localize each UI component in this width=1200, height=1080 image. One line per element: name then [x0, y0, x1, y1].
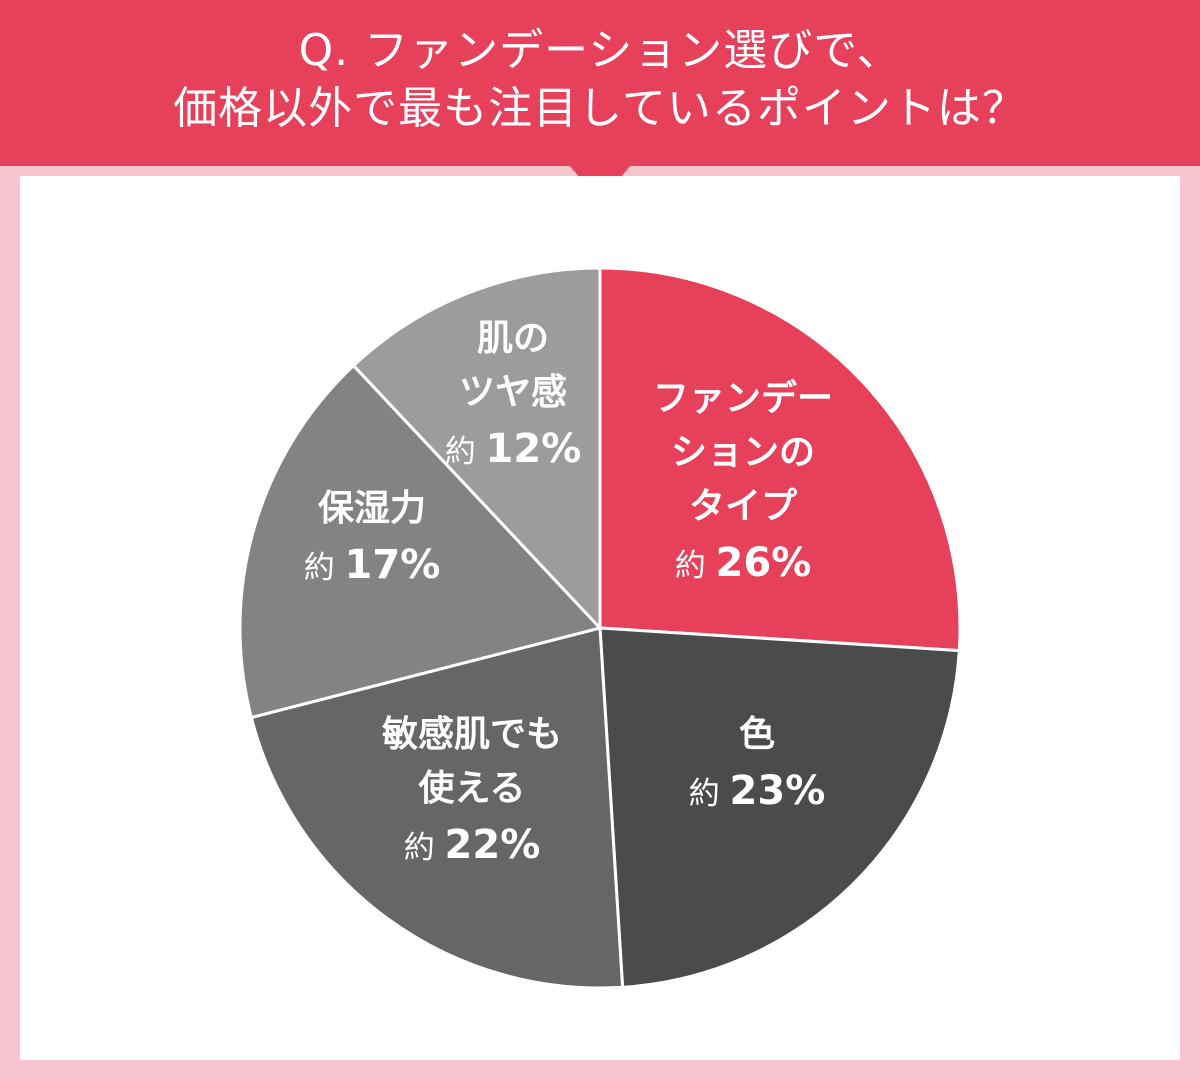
slice-category-label: タイプ [689, 486, 797, 527]
pie-slice-1 [598, 266, 962, 653]
pie-slice-2 [598, 626, 961, 989]
slice-value-label: 約 23% [689, 768, 826, 814]
question-line-1: Q. ファンデーション選びで、 [298, 25, 902, 76]
question-title: Q. ファンデーション選びで、 価格以外で最も注目しているポイントは？ [0, 22, 1200, 138]
question-banner [0, 0, 1200, 166]
slice-category-label: 肌の [477, 318, 549, 359]
slice-category-label: ファンデー [653, 377, 833, 419]
pie-slice-4 [238, 364, 602, 720]
slice-category-label: 敏感肌でも [382, 714, 562, 755]
slice-value-label: 約 26% [675, 540, 812, 586]
slice-category-label: 保湿力 [318, 488, 426, 529]
slice-label-2: 色約 23% [689, 714, 826, 814]
slice-value-label: 約 22% [404, 822, 541, 868]
slice-category-label: ツヤ感 [459, 372, 567, 413]
slice-value-label: 約 17% [304, 542, 441, 588]
slice-value-label: 約 12% [445, 426, 582, 472]
pie-slice-3 [249, 626, 625, 990]
slice-category-label: 色 [739, 714, 775, 755]
slice-category-label: ションの [671, 432, 815, 473]
question-line-2: 価格以外で最も注目しているポイントは？ [173, 83, 1027, 134]
slice-category-label: 使える [419, 768, 526, 809]
pie-slice-5 [352, 266, 602, 630]
